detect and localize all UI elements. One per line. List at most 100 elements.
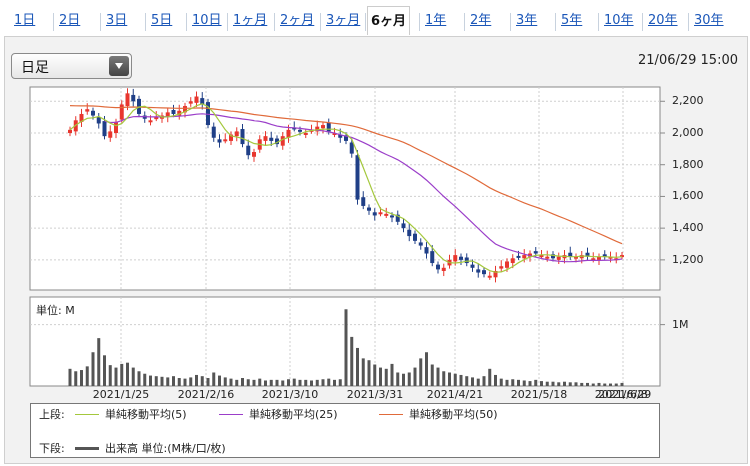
candle-body: [493, 270, 498, 278]
volume-bar: [298, 379, 302, 386]
tab-5[interactable]: 10日: [192, 13, 222, 28]
tab-8[interactable]: 3ヶ月: [326, 13, 361, 28]
tab-separator: [598, 13, 599, 31]
candle-body: [206, 102, 210, 126]
volume-bar: [85, 366, 89, 386]
volume-bar: [402, 373, 405, 386]
candle-body: [96, 117, 101, 124]
candle-body: [464, 257, 469, 264]
volume-bar: [154, 376, 158, 386]
x-tick-label: 2021/5/18: [511, 388, 567, 401]
candle-body: [200, 98, 205, 105]
candle-body: [102, 121, 107, 137]
legend-ma5: 単純移動平均(5): [75, 406, 187, 422]
candle-body: [539, 255, 544, 258]
volume-bar: [137, 371, 141, 386]
chevron-down-icon[interactable]: [109, 56, 129, 76]
candle-body: [608, 256, 613, 259]
tab-9[interactable]: 6ヶ月: [367, 6, 411, 35]
volume-bar: [292, 378, 296, 386]
volume-bar: [609, 383, 612, 386]
volume-bar: [580, 382, 584, 386]
volume-bar: [177, 378, 181, 386]
price-tick-label: 1,600: [672, 189, 704, 203]
x-tick-label: 2021/4/21: [427, 388, 483, 401]
candle-body: [211, 126, 216, 138]
price-tick-label: 1,200: [672, 252, 704, 266]
candle-body: [591, 258, 596, 261]
tab-7[interactable]: 2ヶ月: [280, 13, 315, 28]
volume-bar: [241, 378, 244, 386]
volume-bar: [356, 347, 359, 386]
period-select[interactable]: 日足: [11, 53, 132, 79]
volume-bar: [183, 378, 187, 386]
legend-ma25-label: 単純移動平均(25): [249, 408, 338, 421]
candle-body: [349, 142, 354, 154]
volume-bar: [614, 383, 618, 386]
candle-body: [326, 122, 331, 132]
volume-bar: [551, 381, 555, 386]
volume-bar: [453, 373, 457, 386]
volume-bar: [425, 352, 428, 386]
volume-bar: [511, 379, 515, 386]
tab-1[interactable]: 1日: [14, 13, 36, 28]
tab-14[interactable]: 10年: [604, 13, 634, 28]
candle-body: [361, 197, 366, 206]
tab-3[interactable]: 3日: [106, 13, 128, 28]
volume-bar: [338, 379, 342, 386]
volume-tick-label: 1M: [672, 317, 689, 331]
candle-body: [217, 139, 222, 143]
volume-unit-label: 単位: M: [36, 304, 75, 317]
candle-body: [177, 110, 182, 116]
tab-separator: [274, 13, 275, 31]
candle-body: [119, 104, 124, 120]
candle-body: [125, 93, 130, 107]
candle-body: [476, 269, 481, 273]
candle-body: [263, 136, 268, 141]
volume-bar: [407, 372, 411, 386]
volume-bar: [212, 372, 216, 386]
volume-bar: [586, 382, 589, 386]
volume-bar: [568, 382, 572, 386]
candle-body: [240, 129, 245, 145]
tab-11[interactable]: 2年: [470, 13, 492, 28]
tab-6[interactable]: 1ヶ月: [233, 13, 268, 28]
volume-bar: [80, 370, 83, 386]
candle-body: [85, 109, 90, 112]
volume-bar: [459, 374, 463, 386]
tab-12[interactable]: 3年: [516, 13, 538, 28]
volume-bar: [396, 372, 400, 386]
period-tab-bar: 1日 2日 3日 5日 10日 1ヶ月 2ヶ月 3ヶ月 6ヶ月 1年 2年 3年 5年 10年 20年 30年: [0, 0, 750, 36]
tab-2[interactable]: 2日: [59, 13, 81, 28]
candle-body: [424, 247, 429, 254]
candle-body: [585, 252, 590, 257]
legend-volume: 出来高 単位:(M株/口/枚): [75, 440, 226, 456]
candle-body: [470, 264, 475, 268]
candle-body: [384, 213, 389, 216]
volume-bar: [120, 363, 124, 386]
x-tick-label: 2021/6/8: [598, 388, 647, 401]
legend-ma50-label: 単純移動平均(50): [409, 408, 498, 421]
candle-body: [436, 264, 440, 270]
tab-13[interactable]: 5年: [561, 13, 583, 28]
volume-bar: [591, 383, 595, 386]
candle-body: [194, 96, 199, 103]
volume-bar: [275, 379, 279, 386]
tab-4[interactable]: 5日: [151, 13, 173, 28]
tab-10[interactable]: 1年: [425, 13, 447, 28]
candle-body: [413, 233, 417, 241]
x-tick-label: 2021/2/16: [178, 388, 234, 401]
volume-bar: [223, 377, 227, 386]
tab-separator: [419, 13, 420, 31]
tab-separator: [365, 13, 366, 31]
legend-upper-label: 上段:: [39, 408, 65, 421]
candle-body: [367, 207, 371, 211]
candle-body: [407, 229, 412, 237]
tab-15[interactable]: 20年: [648, 13, 678, 28]
volume-bar: [321, 379, 325, 386]
tab-16[interactable]: 30年: [694, 13, 724, 28]
volume-bar: [246, 379, 250, 386]
volume-bar: [304, 379, 308, 386]
candle-body: [516, 255, 521, 258]
